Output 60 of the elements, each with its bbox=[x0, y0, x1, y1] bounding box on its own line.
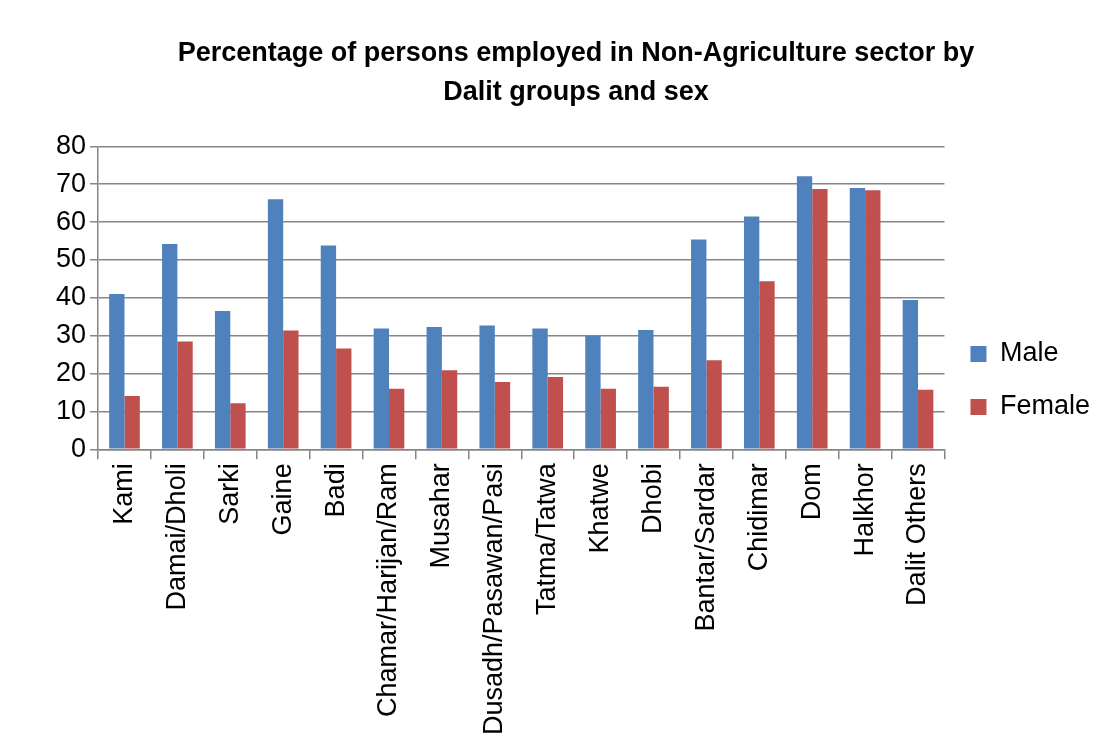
bar bbox=[759, 281, 775, 449]
x-tick-label: Halkhor bbox=[848, 463, 879, 557]
x-tick-label: Chamar/Harijan/Ram bbox=[372, 463, 403, 717]
bar bbox=[373, 328, 389, 449]
bar bbox=[902, 300, 919, 449]
chart-title: Percentage of persons employed in Non-Agriculture sector by Dalit groups and sex bbox=[177, 37, 975, 107]
x-tick-label: Sarki bbox=[213, 463, 244, 525]
bar bbox=[494, 381, 511, 449]
x-tick-label: Gaine bbox=[266, 463, 297, 536]
legend-label: Male bbox=[999, 337, 1059, 368]
bar bbox=[267, 199, 284, 449]
x-tick-label: Dom bbox=[795, 463, 826, 521]
bar bbox=[441, 370, 458, 449]
bar bbox=[230, 403, 246, 449]
y-tick-label: 10 bbox=[55, 394, 87, 425]
bar bbox=[691, 239, 707, 449]
y-tick-label: 60 bbox=[55, 205, 87, 236]
bar bbox=[124, 395, 140, 449]
bar bbox=[109, 294, 125, 449]
x-tick-label: Dalit Others bbox=[901, 463, 932, 606]
bar bbox=[849, 187, 866, 449]
x-tick-label: Chidimar bbox=[742, 463, 773, 572]
x-tick-label: Damai/Dholi bbox=[160, 463, 191, 611]
y-tick-label: 0 bbox=[71, 432, 87, 463]
bar bbox=[547, 376, 564, 449]
bar bbox=[389, 388, 405, 449]
x-tick-label: Kami bbox=[107, 463, 138, 525]
x-tick-label: Khatwe bbox=[584, 463, 615, 554]
x-tick-label: Bantar/Sardar bbox=[689, 463, 720, 632]
legend-label: Female bbox=[999, 390, 1090, 421]
bar bbox=[653, 386, 669, 449]
bar bbox=[283, 330, 299, 449]
bar bbox=[706, 360, 722, 449]
bar bbox=[177, 341, 193, 449]
x-tick-label: Dhobi bbox=[636, 463, 667, 534]
bar bbox=[812, 189, 828, 449]
bar bbox=[638, 330, 654, 449]
x-tick-label: Dusadh/Pasawan/Pasi bbox=[478, 463, 509, 736]
bar bbox=[743, 216, 760, 449]
y-tick-label: 20 bbox=[55, 357, 87, 388]
x-tick-label: Badi bbox=[319, 463, 350, 518]
bar bbox=[600, 388, 616, 449]
y-tick-label: 40 bbox=[55, 281, 87, 312]
x-tick-label: Musahar bbox=[425, 463, 456, 569]
bar bbox=[918, 389, 934, 449]
bar bbox=[585, 336, 601, 449]
bar bbox=[320, 245, 337, 449]
y-tick-label: 70 bbox=[55, 167, 87, 198]
bar bbox=[532, 328, 548, 449]
bar bbox=[162, 244, 178, 449]
bar bbox=[479, 325, 495, 449]
y-tick-label: 30 bbox=[55, 319, 87, 350]
bar bbox=[426, 326, 442, 449]
y-tick-label: 80 bbox=[55, 129, 87, 160]
bar bbox=[865, 190, 881, 449]
bar bbox=[214, 311, 231, 449]
bar bbox=[796, 176, 813, 449]
bar bbox=[336, 348, 352, 449]
x-tick-label: Tatma/Tatwa bbox=[531, 462, 562, 615]
y-tick-label: 50 bbox=[55, 243, 87, 274]
